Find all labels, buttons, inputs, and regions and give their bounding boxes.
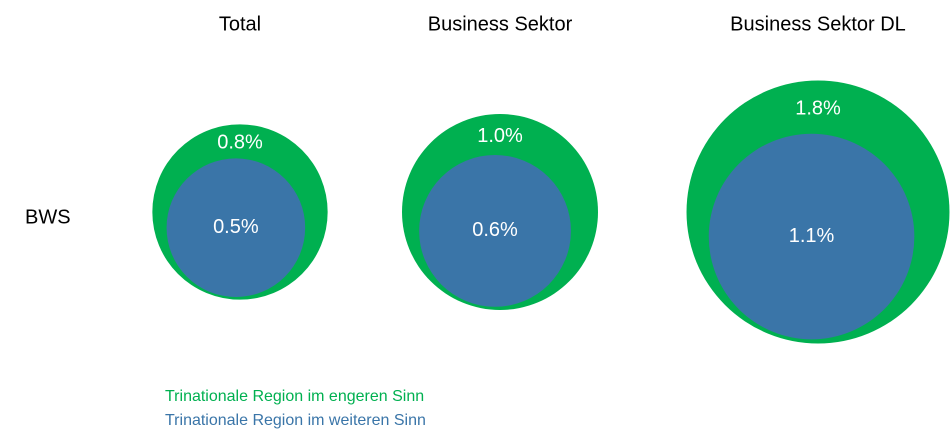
outer-value-label: 1.8% [795,97,841,119]
inner-value-label: 0.5% [213,216,259,238]
inner-bubble [166,158,306,297]
outer-value-label: 1.0% [477,125,523,147]
outer-value-label: 0.8% [217,132,263,154]
inner-bubble [708,133,915,340]
inner-bubble [419,154,571,307]
inner-value-label: 1.1% [789,225,835,247]
column-title: Business Sektor DL [730,13,906,35]
row-label: BWS [25,206,71,228]
legend-entry: Trinationale Region im weiteren Sinn [165,412,426,429]
legend-entry: Trinationale Region im engeren Sinn [165,388,424,405]
column-title: Total [219,13,261,35]
inner-value-label: 0.6% [472,219,518,241]
column-title: Business Sektor [428,13,573,35]
